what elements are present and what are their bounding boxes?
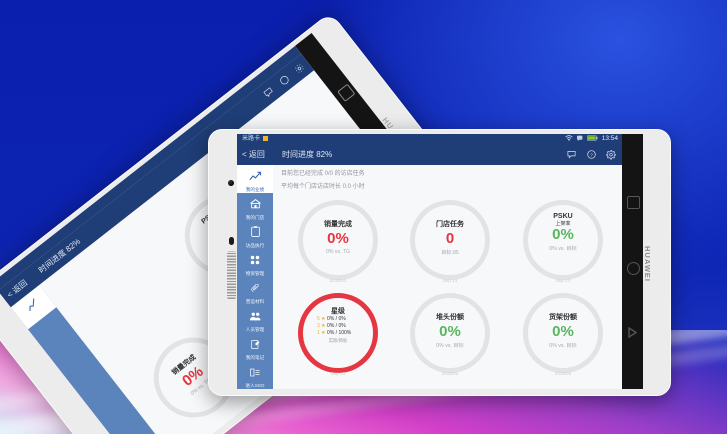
svg-text:?: ? bbox=[590, 153, 593, 158]
